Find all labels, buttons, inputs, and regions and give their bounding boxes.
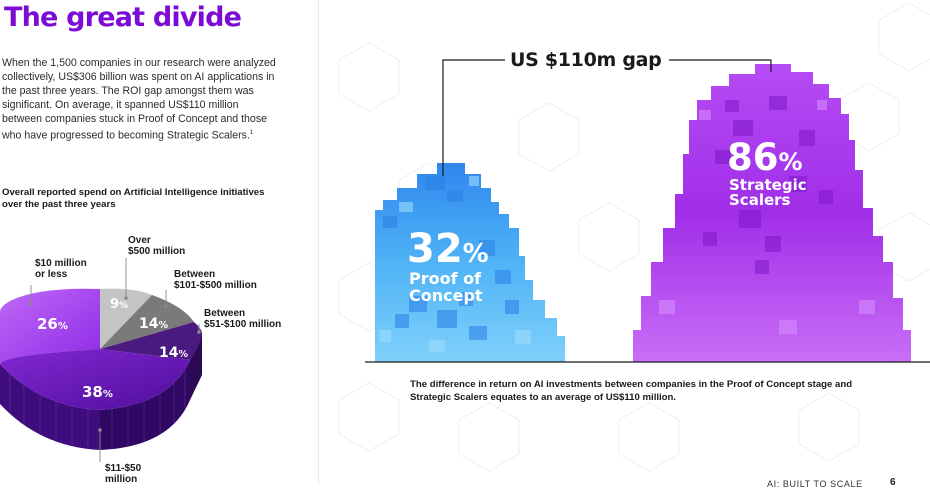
- scaler-comparison-chart: 32% Proof of Concept 86% Strategic Scale…: [338, 2, 930, 472]
- pie-label-over500: Over $500 million: [128, 235, 186, 257]
- spend-pie-chart: 26% 9% 14% 14% 38%: [0, 258, 203, 462]
- ss-pixel-highlights: [659, 100, 875, 334]
- poc-pixel-highlights: [379, 176, 531, 352]
- pie-slice-14b: [100, 322, 203, 360]
- right-panel: 32% Proof of Concept 86% Strategic Scale…: [319, 0, 930, 489]
- ss-label-line1: Strategic: [729, 176, 807, 194]
- intro-text: When the 1,500 companies in our research…: [2, 57, 276, 142]
- pie-side-texture: [9, 370, 186, 449]
- pie-pct-b11: 38%: [82, 383, 113, 401]
- chart-caption: The difference in return on AI investmen…: [410, 379, 853, 403]
- pie-slice-14a: [100, 295, 194, 349]
- poc-percentage: 32%: [407, 226, 489, 272]
- intro-paragraph: When the 1,500 companies in our research…: [2, 56, 280, 143]
- poc-label-line2: Concept: [409, 286, 483, 305]
- page-title: The great divide: [4, 2, 242, 33]
- pie-pct-b101: 14%: [139, 316, 168, 332]
- pie-label-b51: Between $51-$100 million: [204, 308, 282, 330]
- page-number: 6: [890, 477, 896, 488]
- gap-annotation: US $110m gap: [510, 49, 662, 71]
- pie-pct-over500: 9%: [110, 297, 128, 312]
- pie-slice-9: [100, 288, 152, 349]
- ss-percentage: 86%: [727, 136, 803, 179]
- strategic-scalers-bar: [633, 64, 911, 362]
- ss-pixel-shading: [703, 96, 833, 274]
- left-panel: The great divide When the 1,500 companie…: [0, 0, 318, 485]
- poc-label-line1: Proof of: [409, 269, 482, 288]
- ss-label-line2: Scalers: [729, 191, 791, 209]
- pie-side-b11-right: [100, 360, 190, 450]
- pie-label-b101: Between $101-$500 million: [174, 269, 257, 291]
- pie-pct-b51: 14%: [159, 345, 188, 361]
- poc-pixel-shading: [383, 176, 519, 340]
- intro-footnote: 1: [249, 130, 254, 137]
- pie-side-b51: [190, 335, 202, 400]
- pie-slice-38: [0, 349, 190, 410]
- chart-subtitle: Overall reported spend on Artificial Int…: [2, 187, 265, 211]
- pie-pct-le10: 26%: [37, 315, 68, 333]
- column-divider: [318, 0, 319, 485]
- pie-side-b11: [0, 364, 100, 450]
- footer-label: AI: BUILT TO SCALE: [767, 479, 863, 489]
- pie-leader-lines: [30, 258, 200, 462]
- pie-label-le10: $10 million or less: [35, 258, 87, 280]
- gap-bracket: [442, 59, 772, 176]
- pie-slice-26: [0, 288, 100, 364]
- pie-label-b11: $11-$50 million: [105, 463, 142, 485]
